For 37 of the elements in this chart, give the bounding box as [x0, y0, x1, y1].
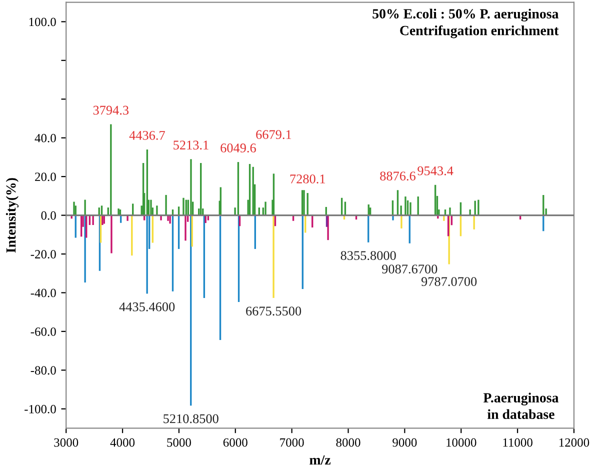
y-tick-label: -80.0	[30, 366, 56, 375]
annotation: 9787.0700	[421, 277, 477, 286]
x-axis-title: m/z	[310, 455, 331, 465]
annotation: 4435.4600	[119, 302, 175, 312]
y-tick-label: 40.0	[34, 134, 56, 142]
x-tick-label: 11000	[503, 438, 532, 447]
annotation: 7280.1	[290, 174, 325, 184]
x-tick-label: 9000	[392, 438, 417, 447]
y-tick-label: 20.0	[35, 172, 56, 182]
y-tick-label: -40.0	[30, 288, 56, 298]
y-tick-label: 100.0	[29, 18, 56, 26]
annotation: 8355.8000	[340, 251, 396, 260]
x-tick-label: 10000	[446, 438, 476, 447]
y-tick-label: -20.0	[30, 250, 56, 259]
x-tick-label: 12000	[559, 438, 590, 447]
x-tick-label: 7000	[280, 438, 304, 447]
annotation: 5210.8500	[164, 414, 218, 424]
annotation: 8876.6	[380, 172, 416, 181]
annotation: 9087.6700	[382, 264, 438, 274]
y-tick-label: 0.0	[41, 211, 56, 220]
x-tick-label: 3000	[54, 438, 78, 447]
x-tick-label: 5000	[167, 438, 191, 447]
annotation: 4436.7	[129, 130, 165, 140]
annotation: 50% E.coli : 50% P. aeruginosa Centrifugation enrichment	[372, 8, 559, 38]
annotation: P.aeruginosa in database	[483, 392, 559, 420]
annotation: 9543.4	[418, 166, 454, 176]
y-tick-label: -100.0	[24, 404, 56, 414]
annotation: 6675.5500	[246, 306, 302, 316]
annotation: 5213.1	[174, 140, 208, 150]
x-tick-label: 4000	[110, 438, 135, 447]
x-tick-label: 8000	[336, 438, 360, 447]
y-tick-label: -60.0	[30, 327, 56, 336]
annotation: 6679.1	[256, 130, 292, 140]
annotation: 6049.6	[220, 144, 256, 152]
y-axis-title: Intensity(%)	[6, 178, 19, 253]
x-tick-label: 6000	[223, 438, 248, 447]
annotation: 3794.3	[93, 106, 129, 115]
